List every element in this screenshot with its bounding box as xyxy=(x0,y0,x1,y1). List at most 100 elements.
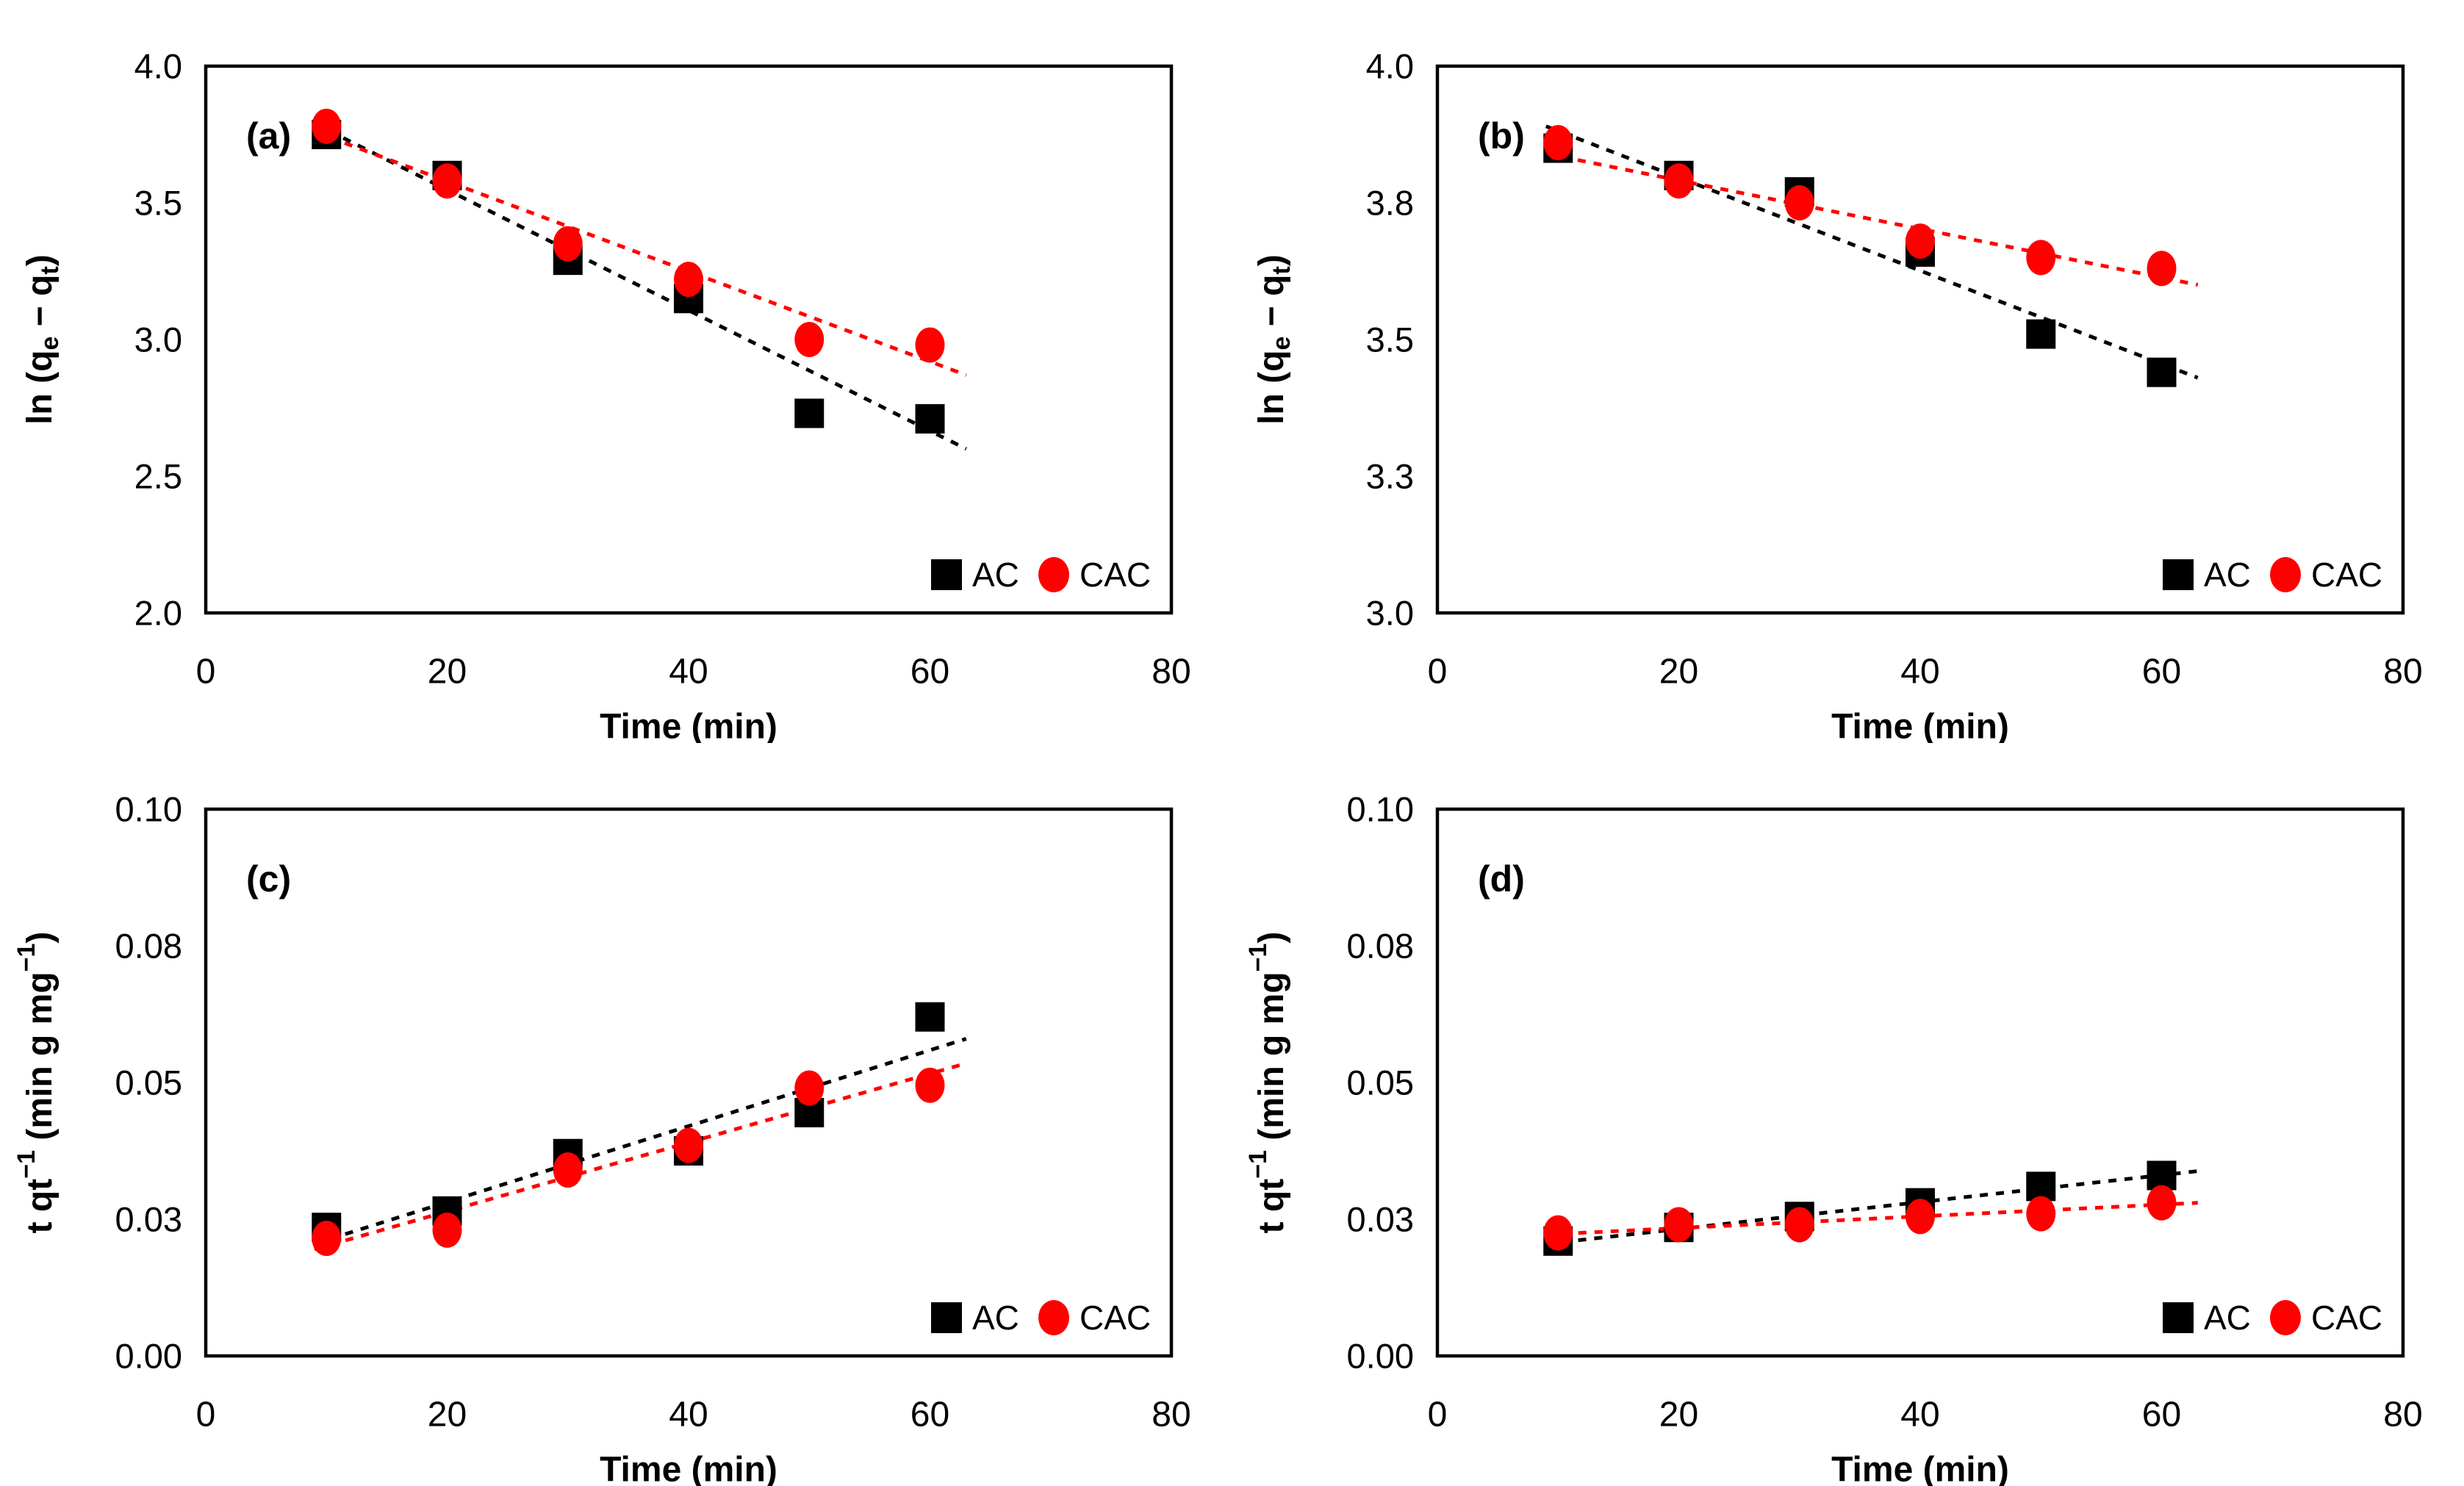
y-tick-label: 0.00 xyxy=(1347,1337,1414,1376)
x-tick-label: 40 xyxy=(1900,653,1939,692)
data-point-cac xyxy=(1543,1215,1573,1251)
x-tick-label: 20 xyxy=(428,653,467,692)
panel-label: (a) xyxy=(246,115,291,157)
legend-label-cac: CAC xyxy=(1080,1299,1151,1337)
plot-frame xyxy=(1435,807,2405,1358)
axis-title-y: t qt−1 (min g mg−1) xyxy=(1244,932,1291,1234)
legend-label-cac: CAC xyxy=(1080,556,1151,594)
x-tick-label: 60 xyxy=(2142,653,2181,692)
data-point-cac xyxy=(1664,1207,1694,1243)
y-tick-label: 0.03 xyxy=(115,1200,182,1239)
legend-swatch-cac xyxy=(2270,557,2301,592)
trendline-cac xyxy=(1545,151,2199,287)
axis-title-y: t qt−1 (min g mg−1) xyxy=(12,932,60,1234)
data-point-cac xyxy=(794,322,825,357)
data-point-cac xyxy=(2147,1185,2177,1221)
data-point-cac xyxy=(2147,251,2177,287)
y-tick-label: 4.0 xyxy=(1366,47,1414,86)
data-point-cac xyxy=(674,262,703,298)
trendline-ac xyxy=(1545,124,2199,380)
data-point-cac xyxy=(1784,1207,1814,1243)
legend-label-ac: AC xyxy=(2204,1299,2251,1337)
data-point-cac xyxy=(432,163,462,199)
data-point-ac xyxy=(915,1002,945,1032)
y-tick-label: 0.05 xyxy=(115,1063,182,1102)
y-tick-label: 3.5 xyxy=(1366,320,1414,359)
data-point-ac xyxy=(2026,319,2056,349)
y-tick-label: 0.10 xyxy=(1347,790,1414,829)
data-point-cac xyxy=(794,1070,825,1106)
data-point-cac xyxy=(915,327,945,363)
data-point-cac xyxy=(2026,1196,2056,1232)
chart-panel-a: 2.0 2.5 3.0 3.5 4.0 0 20 40 60 80 Time (min) ln (qe… xyxy=(0,0,1232,743)
trendline-ac xyxy=(314,1037,967,1246)
data-point-cac xyxy=(915,1067,945,1103)
y-tick-label: 0.08 xyxy=(115,927,182,966)
data-point-cac xyxy=(432,1212,462,1248)
x-tick-label: 60 xyxy=(910,653,949,692)
y-tick-label: 0.10 xyxy=(115,790,182,829)
data-point-cac xyxy=(1664,163,1694,199)
data-point-ac xyxy=(2147,357,2177,387)
axis-title-y: ln (qe − qt) xyxy=(1252,254,1296,425)
axis-title-y: ln (qe − qt) xyxy=(21,254,65,425)
x-tick-label: 80 xyxy=(1152,653,1190,692)
y-tick-label: 3.0 xyxy=(134,320,182,359)
x-tick-label: 60 xyxy=(910,1396,949,1435)
x-tick-label: 0 xyxy=(196,1396,216,1435)
x-tick-label: 20 xyxy=(428,1396,467,1435)
legend-label-ac: AC xyxy=(972,556,1019,594)
panel-label: (c) xyxy=(246,858,291,900)
x-tick-label: 80 xyxy=(1152,1396,1190,1435)
trendline-cac xyxy=(313,129,967,377)
legend-label-ac: AC xyxy=(2204,556,2251,594)
trendline-cac xyxy=(314,1061,967,1252)
legend-label-ac: AC xyxy=(972,1299,1019,1337)
y-tick-label: 2.0 xyxy=(134,594,182,633)
data-point-cac xyxy=(1784,185,1814,220)
y-tick-label: 0.00 xyxy=(115,1337,182,1376)
y-tick-label: 3.5 xyxy=(134,184,182,223)
legend-label-cac: CAC xyxy=(2311,556,2382,594)
chart-panel-d: 0.00 0.03 0.05 0.08 0.10 0 20 40 60 80 Time (min) t… xyxy=(1232,743,2463,1486)
x-tick-label: 0 xyxy=(1428,653,1448,692)
x-tick-label: 80 xyxy=(2383,653,2422,692)
plot-frame xyxy=(204,64,1174,615)
y-tick-label: 0.03 xyxy=(1347,1200,1414,1239)
chart-panel-c: 0.00 0.03 0.05 0.08 0.10 0 20 40 60 80 Time (min) t… xyxy=(0,743,1232,1486)
chart-panel-b: 3.0 3.3 3.5 3.8 4.0 0 20 40 60 80 Time (min) ln (qe… xyxy=(1232,0,2463,743)
y-tick-label: 3.8 xyxy=(1366,184,1414,223)
plot-frame xyxy=(204,807,1174,1358)
legend-swatch-cac xyxy=(1038,1300,1069,1335)
axis-title-x: Time (min) xyxy=(1831,1451,2009,1486)
legend-swatch-ac xyxy=(2163,559,2194,590)
data-point-cac xyxy=(553,226,583,262)
data-point-cac xyxy=(2026,240,2056,276)
y-tick-label: 2.5 xyxy=(134,457,182,496)
data-point-cac xyxy=(1906,223,1935,259)
legend-swatch-cac xyxy=(2270,1300,2301,1335)
x-tick-label: 80 xyxy=(2383,1396,2422,1435)
y-tick-label: 3.0 xyxy=(1366,594,1414,633)
data-point-cac xyxy=(674,1127,703,1163)
data-point-cac xyxy=(1543,125,1573,161)
legend-swatch-cac xyxy=(1038,557,1069,592)
y-tick-label: 0.05 xyxy=(1347,1063,1414,1102)
trendline-ac xyxy=(1545,1169,2199,1246)
y-tick-label: 4.0 xyxy=(134,47,182,86)
legend-swatch-ac xyxy=(2163,1302,2194,1333)
data-point-cac xyxy=(553,1152,583,1188)
plot-frame xyxy=(1435,64,2405,615)
y-tick-label: 0.08 xyxy=(1347,927,1414,966)
x-tick-label: 60 xyxy=(2142,1396,2181,1435)
axis-title-x: Time (min) xyxy=(600,708,777,744)
x-tick-label: 40 xyxy=(1900,1396,1939,1435)
x-tick-label: 0 xyxy=(196,653,216,692)
trendline-ac xyxy=(313,121,967,451)
axis-title-x: Time (min) xyxy=(600,1451,777,1486)
data-point-cac xyxy=(312,108,342,144)
data-point-cac xyxy=(1906,1199,1935,1235)
x-tick-label: 20 xyxy=(1659,1396,1698,1435)
axis-title-x: Time (min) xyxy=(1831,708,2009,744)
